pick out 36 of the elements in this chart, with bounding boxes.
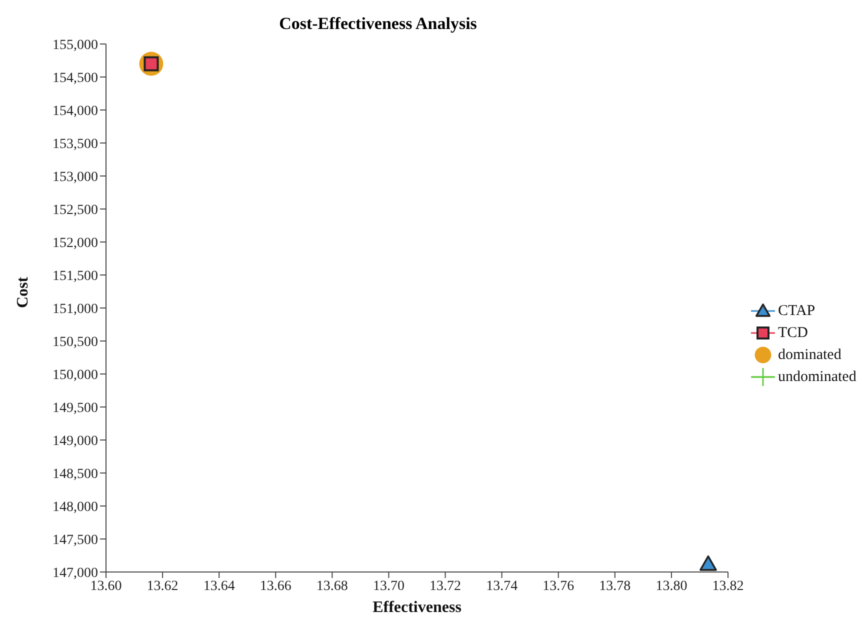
x-tick-label: 13.76 <box>542 578 574 594</box>
y-tick-label: 154,000 <box>52 104 98 119</box>
y-tick-label: 147,500 <box>52 532 98 548</box>
x-tick-label: 13.72 <box>430 578 462 594</box>
y-tick-label: 153,500 <box>52 136 98 152</box>
y-tick-label: 155,000 <box>52 38 98 53</box>
legend-label: CTAP <box>778 302 816 320</box>
x-tick-label: 13.82 <box>712 578 744 594</box>
y-axis-title: Cost <box>14 276 32 308</box>
y-tick-label: 148,000 <box>52 500 98 515</box>
x-tick-label: 13.68 <box>316 578 348 594</box>
x-tick-label: 13.70 <box>372 578 404 594</box>
x-tick-label: 13.66 <box>260 578 292 594</box>
y-tick-label: 152,500 <box>52 202 98 218</box>
y-tick-label: 152,000 <box>52 236 98 251</box>
x-tick-label: 13.80 <box>656 578 688 594</box>
chart-title: Cost-Effectiveness Analysis <box>278 14 478 34</box>
x-axis-title: Effectiveness <box>372 599 462 616</box>
x-tick-label: 13.62 <box>146 578 178 594</box>
y-tick-label: 149,000 <box>52 434 98 449</box>
y-tick-label: 151,000 <box>52 302 98 317</box>
legend-label: dominated <box>778 346 842 364</box>
legend-label: TCD <box>778 324 808 342</box>
x-tick-label: 13.60 <box>90 578 122 594</box>
y-tick-label: 150,500 <box>52 334 98 350</box>
y-tick-label: 151,500 <box>52 268 98 284</box>
y-tick-label: 148,500 <box>52 466 98 482</box>
y-tick-label: 147,000 <box>52 566 98 581</box>
y-tick-label: 153,000 <box>52 170 98 185</box>
x-tick-label: 13.74 <box>486 578 518 594</box>
y-tick-label: 149,500 <box>52 400 98 416</box>
x-tick-label: 13.64 <box>203 578 235 594</box>
y-tick-label: 150,000 <box>52 368 98 383</box>
legend-label: undominated <box>778 368 856 386</box>
y-tick-label: 154,500 <box>52 70 98 86</box>
x-tick-label: 13.78 <box>599 578 631 594</box>
